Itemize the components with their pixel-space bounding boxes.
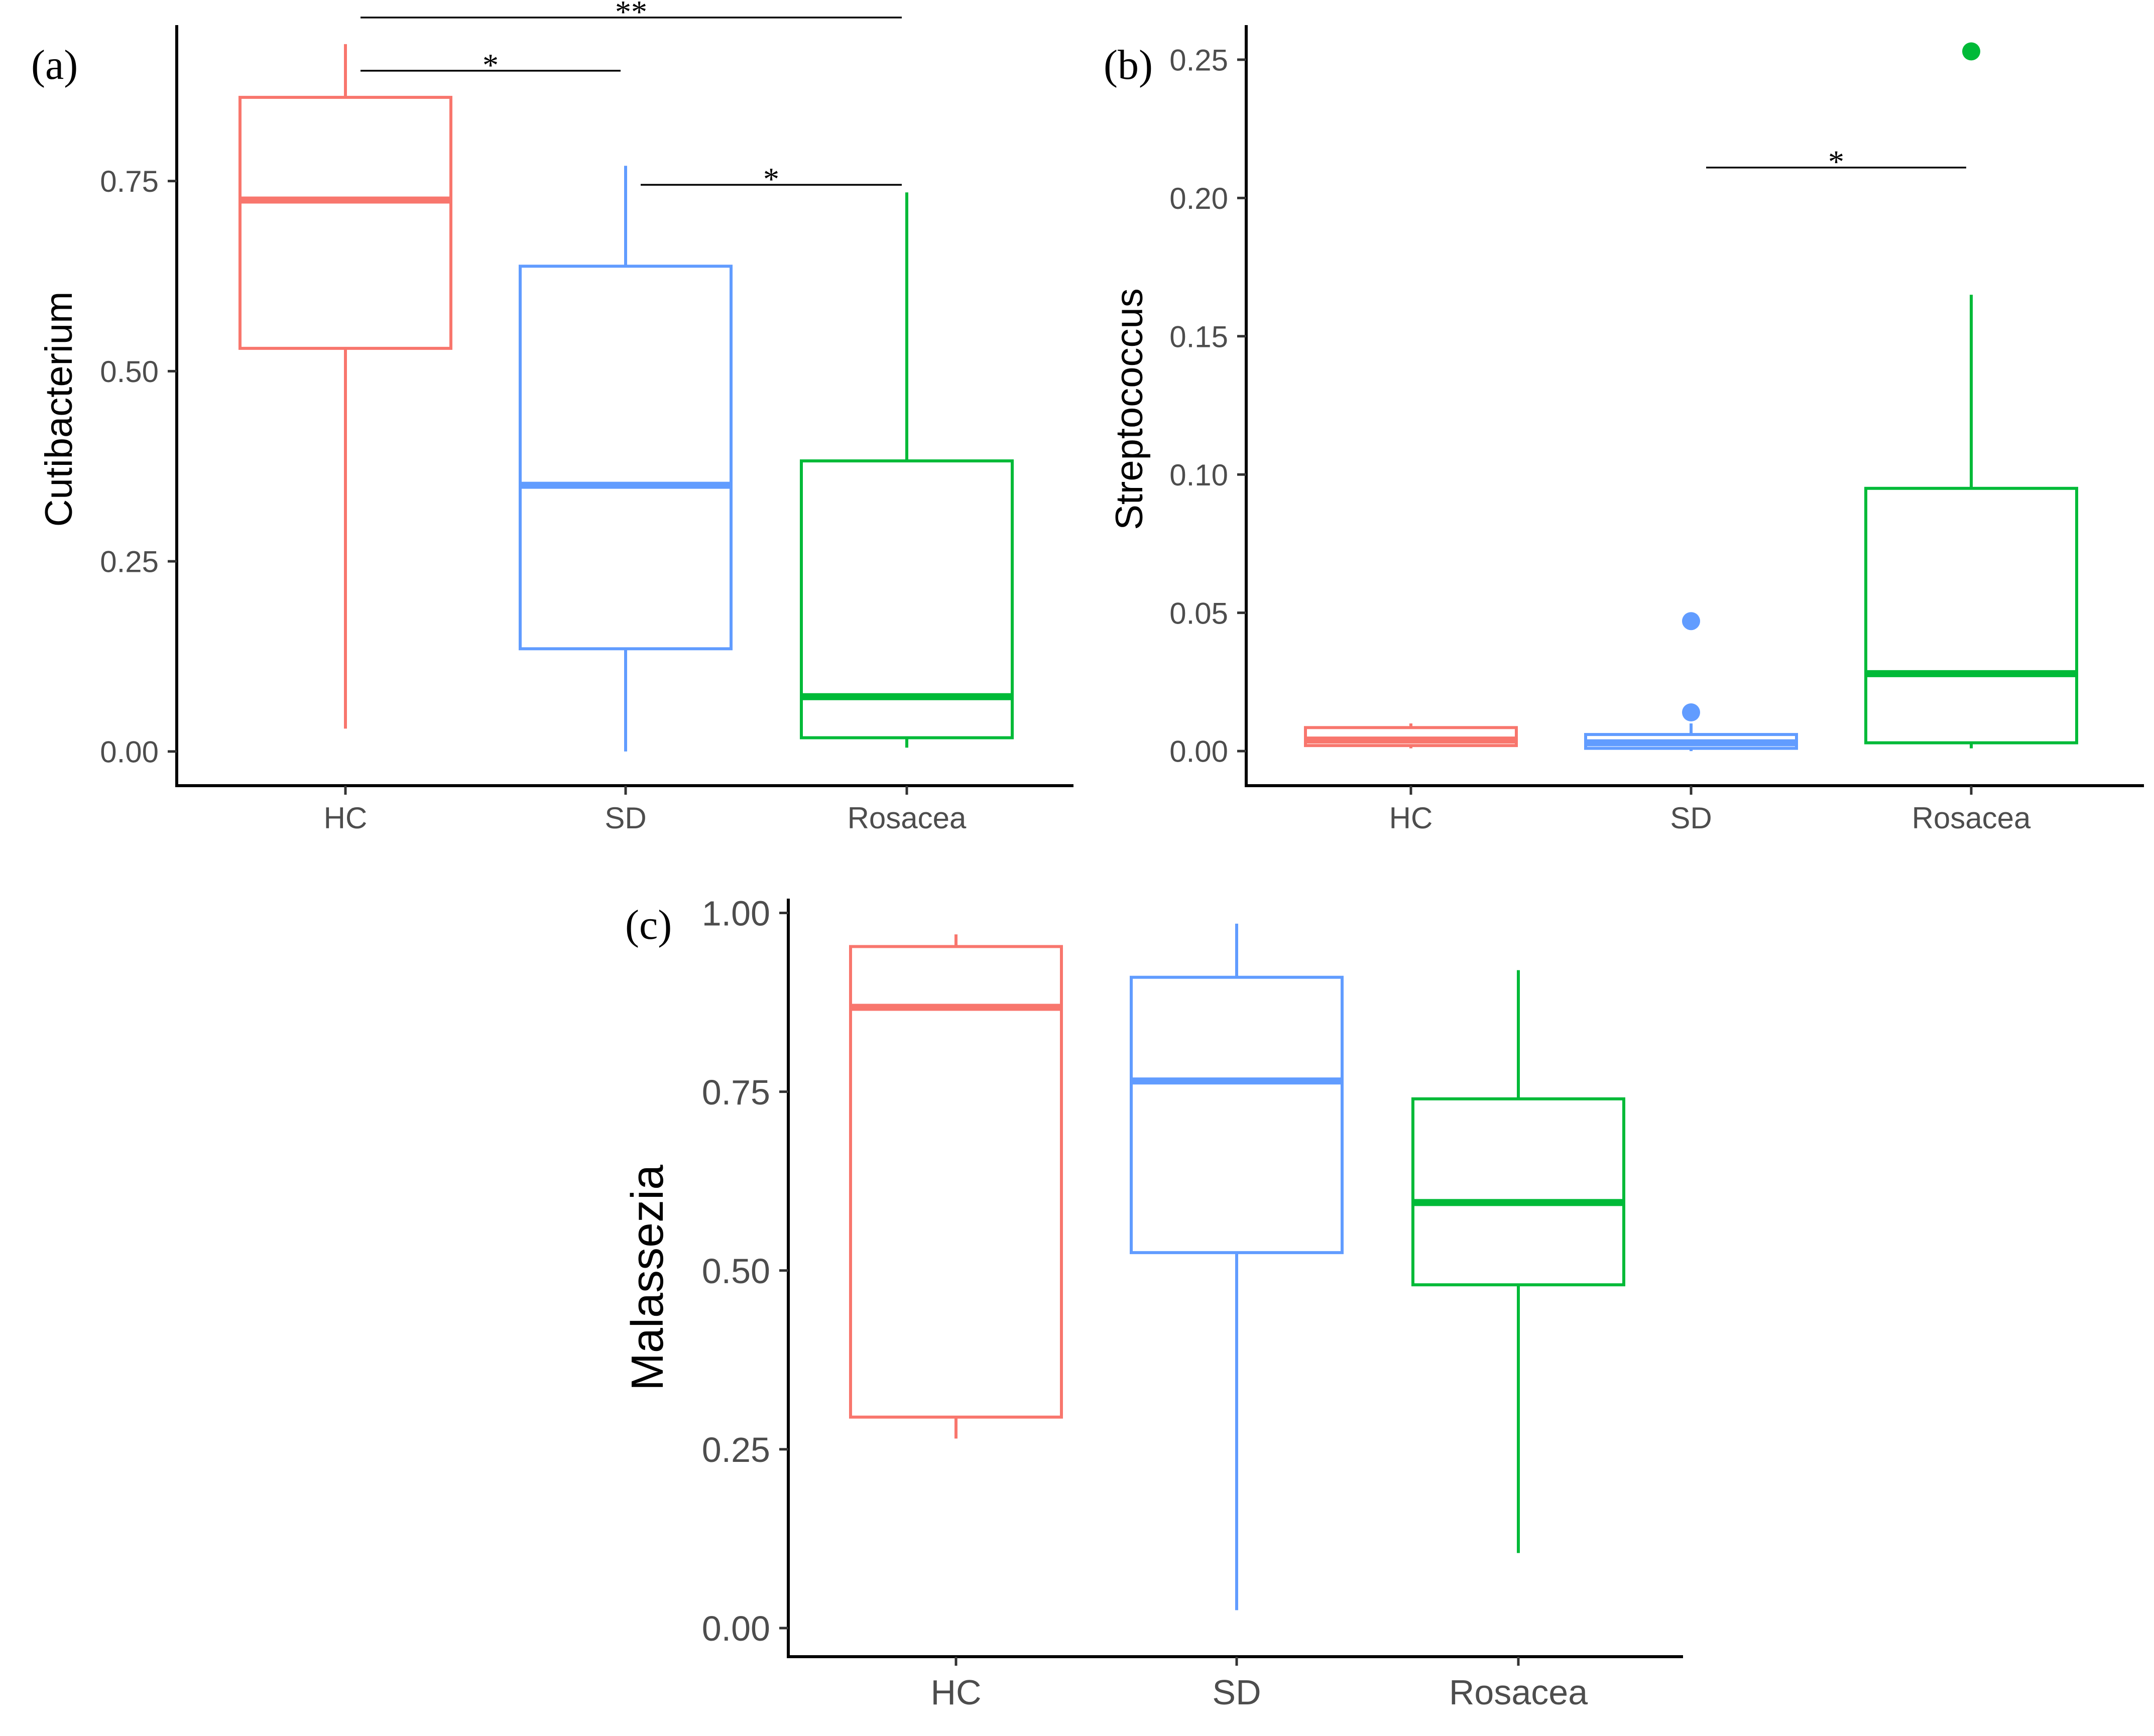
box-sd [519, 166, 733, 752]
panel-c-label: (c) [625, 902, 672, 948]
box-body-hc [849, 945, 1063, 1419]
significance-bracket: * [361, 47, 621, 83]
significance-label: * [763, 161, 779, 197]
x-tick-label-sd: SD [1212, 1673, 1261, 1712]
x-tick-label-hc: HC [1389, 801, 1433, 835]
outlier-point-rosacea [1962, 42, 1980, 61]
box-body-sd [1130, 975, 1344, 1255]
y-tick-label: 0.20 [1169, 182, 1228, 215]
box-rosacea [1864, 42, 2078, 749]
outlier-point-sd [1682, 703, 1700, 722]
y-tick-label: 0.50 [702, 1252, 770, 1291]
y-tick-label: 0.50 [100, 355, 159, 389]
panel-a-label: (a) [31, 42, 78, 88]
y-tick-label: 0.00 [100, 735, 159, 769]
box-hc [849, 934, 1063, 1439]
y-tick-label: 0.25 [100, 545, 159, 579]
panel-c: (c) Malassezia 0.00 0.25 0.50 0.75 1.00 HC SD R… [623, 894, 1683, 1712]
box-sd [1130, 923, 1344, 1610]
panel-b-y-axis-title: Streptococcus [1108, 288, 1151, 530]
y-tick-label: 0.10 [1169, 458, 1228, 492]
box-hc [238, 44, 452, 729]
x-tick-label-rosacea: Rosacea [848, 801, 967, 835]
box-body-rosacea [800, 459, 1014, 739]
box-sd [1584, 612, 1798, 752]
x-tick-label-hc: HC [930, 1673, 981, 1712]
significance-bracket: * [1706, 144, 1966, 180]
box-hc [1304, 723, 1518, 749]
significance-label: * [483, 47, 499, 83]
x-tick-label-hc: HC [324, 801, 368, 835]
significance-bracket: * [641, 161, 902, 197]
box-body-rosacea [1411, 1097, 1625, 1287]
y-tick-label: 0.25 [702, 1430, 770, 1469]
y-tick-label: 0.75 [702, 1073, 770, 1112]
panel-a-y-axis-title: Cutibacterium [38, 292, 80, 527]
x-tick-label-rosacea: Rosacea [1449, 1673, 1588, 1712]
x-tick-label-rosacea: Rosacea [1912, 801, 2031, 835]
panel-a: (a) Cutibacterium 0.00 0.25 0.50 0.75 HC SD Ro… [31, 0, 1073, 835]
x-tick-label-sd: SD [1670, 801, 1712, 835]
significance-label: * [1828, 144, 1844, 180]
y-tick-label: 1.00 [702, 894, 770, 933]
box-body-sd [519, 265, 733, 651]
panel-b: (b) Streptococcus 0.00 0.05 0.10 0.15 0.20 0.… [1104, 25, 2144, 835]
y-tick-label: 0.25 [1169, 43, 1228, 77]
y-tick-label: 0.00 [702, 1609, 770, 1648]
x-tick-label-sd: SD [605, 801, 646, 835]
box-body-hc [238, 95, 452, 350]
box-body-rosacea [1864, 486, 2078, 745]
box-rosacea [800, 192, 1014, 748]
y-tick-label: 0.15 [1169, 320, 1228, 353]
box-rosacea [1411, 970, 1625, 1553]
significance-label: ** [615, 0, 647, 30]
y-tick-label: 0.00 [1169, 735, 1228, 769]
panel-c-y-axis-title: Malassezia [623, 1164, 673, 1391]
y-tick-label: 0.75 [100, 165, 159, 198]
significance-bracket: ** [361, 0, 902, 30]
y-tick-label: 0.05 [1169, 596, 1228, 630]
outlier-point-sd [1682, 612, 1700, 631]
panel-b-label: (b) [1104, 42, 1153, 88]
